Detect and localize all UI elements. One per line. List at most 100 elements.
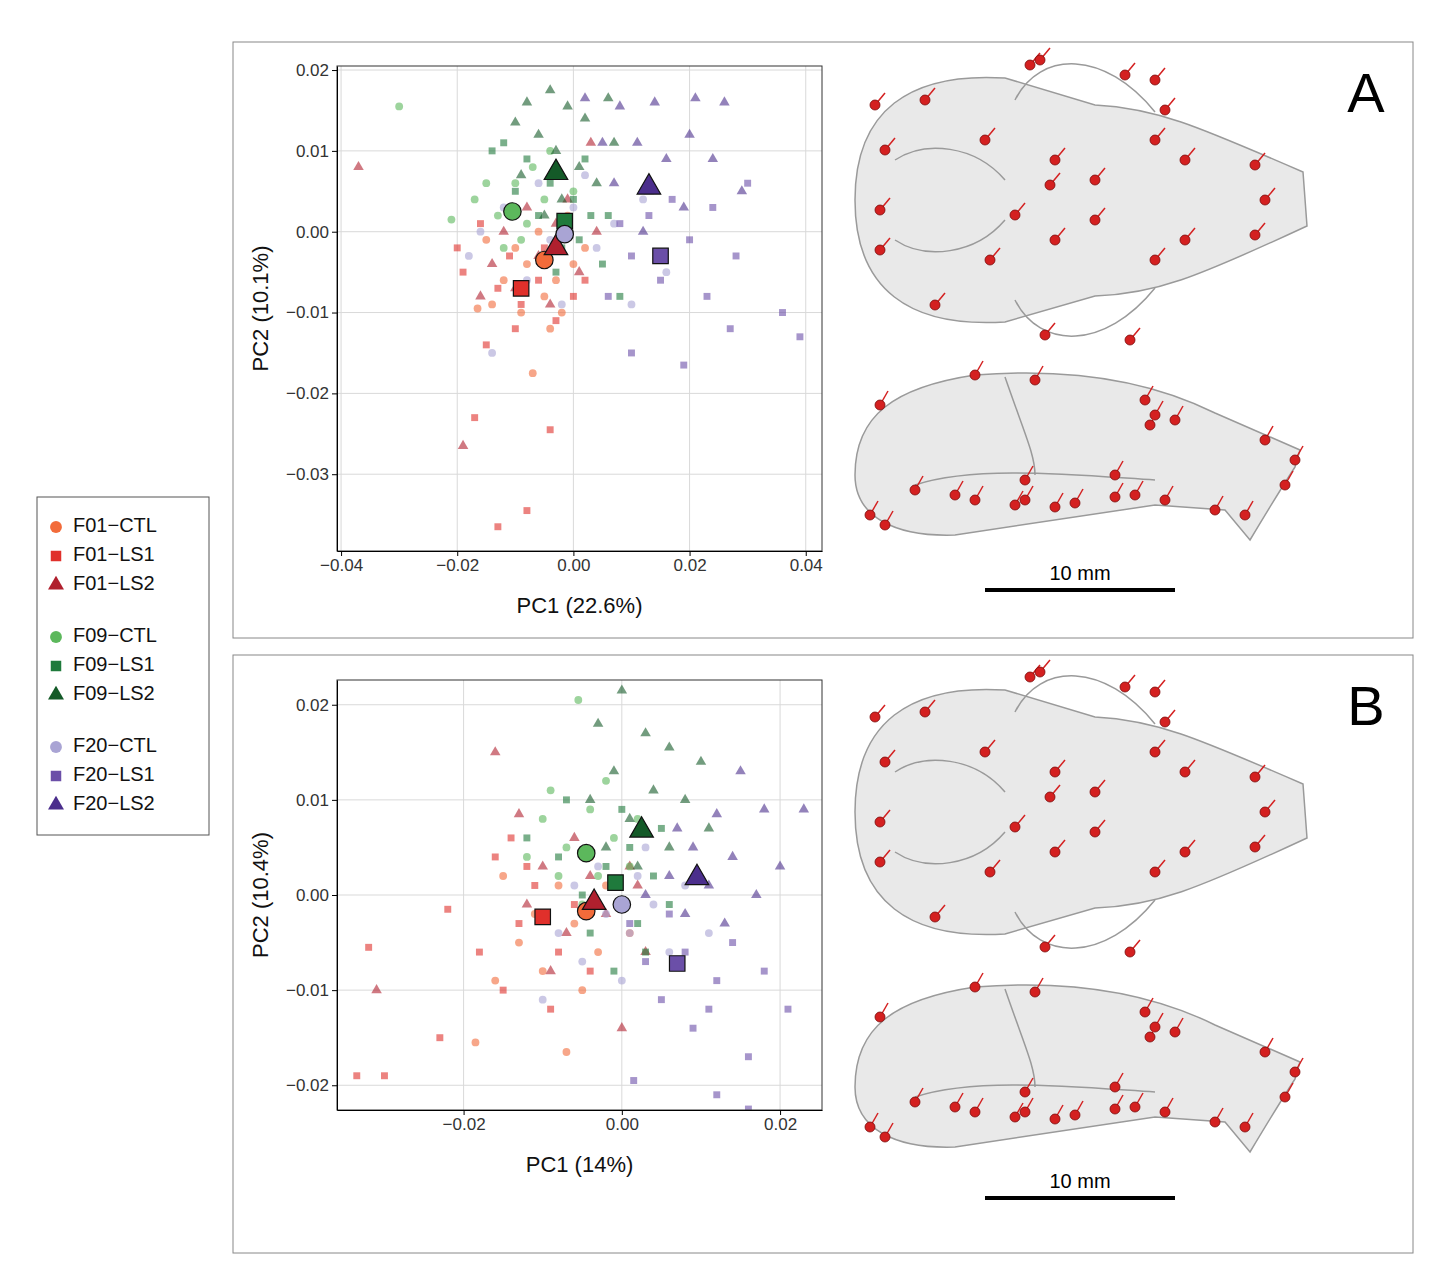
- point: [353, 161, 364, 170]
- tick-label: 0.04: [790, 556, 823, 575]
- point: [709, 204, 716, 211]
- point: [539, 996, 547, 1004]
- point: [581, 244, 589, 252]
- point: [672, 822, 683, 831]
- point: [704, 822, 715, 831]
- group-mean: [535, 909, 550, 924]
- series: [353, 137, 602, 449]
- series: [539, 844, 713, 1004]
- point: [552, 276, 560, 284]
- point: [796, 333, 803, 340]
- point: [580, 112, 591, 121]
- point: [494, 285, 501, 292]
- point: [516, 169, 527, 178]
- landmark: [1125, 335, 1135, 345]
- y-tick: 0.00: [296, 223, 337, 242]
- point: [540, 195, 548, 203]
- point: [569, 204, 577, 212]
- point: [500, 276, 508, 284]
- point: [381, 1072, 388, 1079]
- landmark: [970, 495, 980, 505]
- tick-label: 0.02: [764, 1115, 797, 1134]
- point: [775, 860, 786, 869]
- point: [522, 201, 533, 210]
- point: [489, 147, 496, 154]
- point: [563, 796, 570, 803]
- point: [680, 908, 691, 917]
- point: [472, 1039, 480, 1047]
- x-axis-title: PC1 (14%): [526, 1152, 634, 1177]
- panel: −0.020.000.020.020.010.00−0.01−0.02PC1 (…: [233, 655, 1413, 1253]
- point: [555, 882, 563, 890]
- landmark: [1180, 847, 1190, 857]
- landmark: [1045, 792, 1055, 802]
- point: [476, 949, 483, 956]
- point: [539, 815, 547, 823]
- point: [661, 153, 672, 162]
- point: [539, 967, 547, 975]
- landmark: [1120, 70, 1130, 80]
- landmark: [1020, 1087, 1030, 1097]
- plot-frame: [337, 680, 822, 1110]
- point: [436, 1034, 443, 1041]
- point: [523, 260, 531, 268]
- landmark: [1160, 105, 1170, 115]
- tick-mark: [332, 393, 337, 394]
- point: [587, 968, 594, 975]
- landmark: [1290, 1067, 1300, 1077]
- point: [594, 948, 602, 956]
- skull-detail: [895, 64, 1155, 336]
- point: [569, 187, 577, 195]
- point: [729, 939, 736, 946]
- marks: [353, 84, 803, 530]
- point: [561, 927, 572, 936]
- group-mean: [582, 889, 606, 909]
- group-mean: [685, 864, 709, 884]
- point: [454, 244, 461, 251]
- point: [617, 684, 628, 693]
- point: [582, 155, 589, 162]
- legend: F01−CTLF01−LS1F01−LS2F09−CTLF09−LS1F09−L…: [37, 497, 209, 835]
- point: [799, 803, 810, 812]
- tick-label: −0.04: [320, 556, 363, 575]
- series: [472, 853, 634, 1056]
- point: [616, 220, 623, 227]
- point: [570, 196, 577, 203]
- point: [609, 137, 620, 146]
- landmark: [1025, 672, 1035, 682]
- point: [444, 906, 451, 913]
- point: [570, 882, 578, 890]
- point: [494, 523, 501, 530]
- point: [634, 920, 641, 927]
- landmark: [1035, 55, 1045, 65]
- point: [578, 986, 586, 994]
- landmark: [1280, 480, 1290, 490]
- point: [669, 196, 676, 203]
- point: [603, 92, 614, 101]
- point: [579, 892, 586, 899]
- point: [615, 100, 626, 109]
- y-tick: 0.01: [296, 142, 337, 161]
- landmark: [1125, 947, 1135, 957]
- point: [448, 216, 456, 224]
- x-tick: −0.02: [443, 1110, 486, 1134]
- landmark: [1170, 415, 1180, 425]
- point: [602, 777, 610, 785]
- point: [650, 901, 658, 909]
- group-mean: [637, 174, 661, 194]
- legend-marker: [48, 686, 64, 700]
- point: [515, 939, 523, 947]
- point: [529, 163, 537, 171]
- point: [591, 226, 602, 235]
- point: [666, 911, 673, 918]
- series: [454, 220, 589, 530]
- scale-bar: [985, 1196, 1175, 1200]
- tick-label: 0.00: [296, 886, 329, 905]
- y-axis-title: PC2 (10.1%): [248, 246, 273, 372]
- tick-label: −0.02: [286, 1076, 329, 1095]
- point: [650, 873, 657, 880]
- point: [523, 853, 531, 861]
- point: [582, 277, 589, 284]
- landmark: [1025, 60, 1035, 70]
- point: [518, 301, 525, 308]
